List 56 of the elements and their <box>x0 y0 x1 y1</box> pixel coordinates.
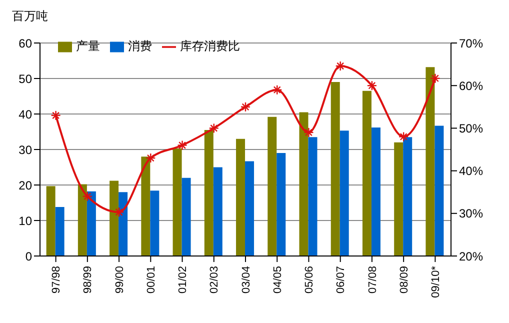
x-tick-label: 02/03 <box>208 266 221 294</box>
bar <box>118 192 128 256</box>
bar <box>78 184 87 256</box>
y-tick-label: 20 <box>18 178 32 192</box>
legend-label: 库存消费比 <box>180 39 240 53</box>
legend-label: 消费 <box>128 39 152 53</box>
y2-tick-label: 50% <box>459 121 484 136</box>
bar <box>110 180 119 256</box>
y-tick-label: 30 <box>18 142 32 157</box>
x-tick-label: 06/07 <box>335 266 348 294</box>
bar <box>268 116 277 256</box>
y2-tick-label: 40% <box>459 164 484 178</box>
bar <box>245 161 254 256</box>
y2-tick-label: 70% <box>459 36 484 50</box>
bar <box>394 142 404 256</box>
bar <box>340 130 349 256</box>
bar <box>236 138 246 256</box>
bar <box>362 90 372 256</box>
y2-tick-label: 20% <box>459 249 484 264</box>
x-tick-label: 03/04 <box>240 266 252 294</box>
x-tick-label: 97/98 <box>50 266 63 294</box>
bar <box>299 112 308 256</box>
bar <box>141 156 150 256</box>
y-tick-label: 10 <box>18 214 32 228</box>
bar <box>86 191 96 256</box>
bar <box>308 137 318 256</box>
legend-label: 产量 <box>76 39 100 53</box>
x-tick-label: 98/99 <box>82 266 94 294</box>
bar <box>213 167 222 256</box>
x-tick-label: 01/02 <box>177 266 190 294</box>
x-tick-label: 08/09 <box>398 266 410 294</box>
x-tick-label: 00/01 <box>145 266 158 294</box>
y-tick-label: 0 <box>25 249 32 264</box>
y-tick-label: 50 <box>18 72 32 86</box>
bar <box>55 207 64 256</box>
y-tick-label: 60 <box>18 36 32 50</box>
x-tick-label: 07/08 <box>366 266 379 294</box>
bar <box>434 126 444 256</box>
y-tick-label: 40 <box>18 107 32 122</box>
bar <box>330 82 340 256</box>
bar <box>182 178 191 256</box>
y2-tick-label: 60% <box>459 78 484 93</box>
bar <box>426 67 435 256</box>
bar <box>46 186 56 256</box>
x-tick-label: 05/06 <box>304 266 316 294</box>
bar <box>150 190 160 256</box>
bar <box>204 130 214 256</box>
x-tick-label: 99/00 <box>114 266 126 294</box>
bar <box>276 153 286 256</box>
bar <box>403 137 412 256</box>
y2-tick-label: 30% <box>459 206 484 221</box>
bar <box>172 148 182 256</box>
y-axis-title: 百万吨 <box>12 8 48 25</box>
x-tick-label: 09/10* <box>430 265 442 298</box>
x-tick-label: 04/05 <box>272 266 284 294</box>
bar <box>371 127 380 256</box>
